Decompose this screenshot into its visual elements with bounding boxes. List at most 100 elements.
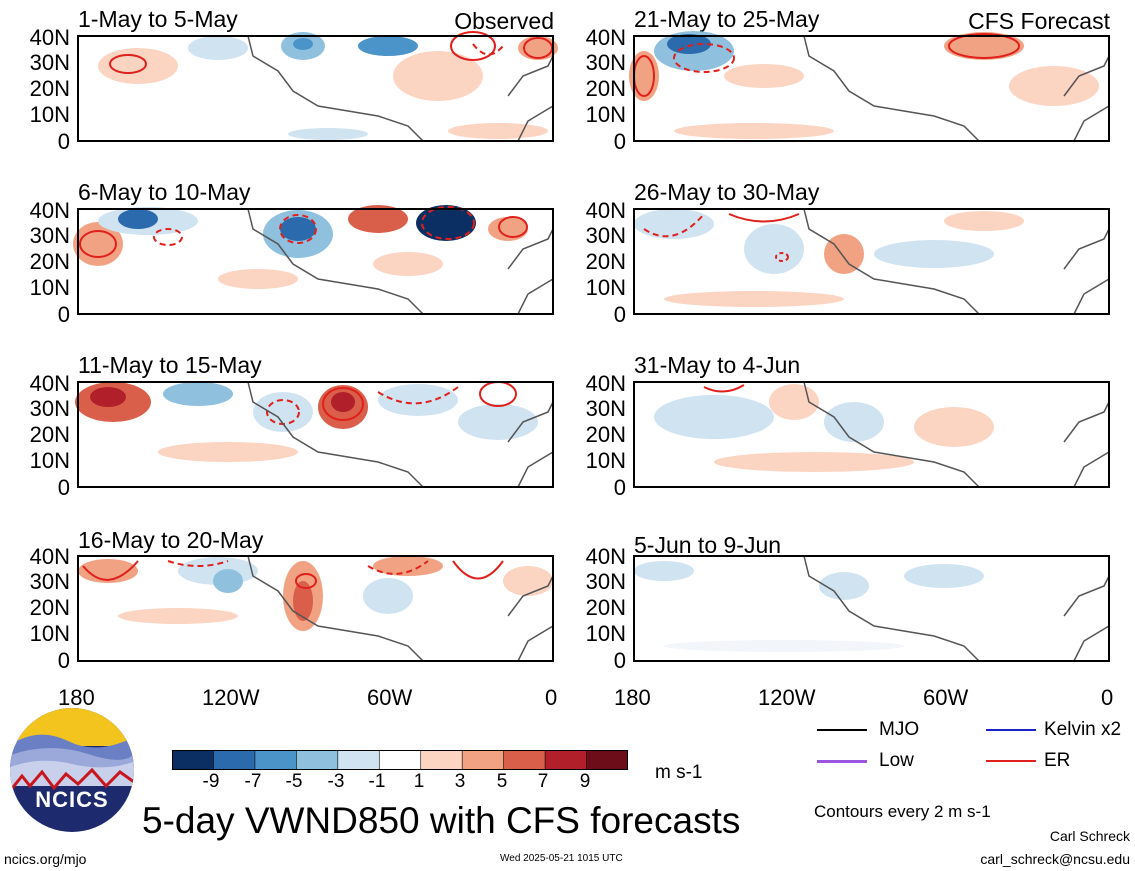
y-tick-label: 0 xyxy=(613,302,626,327)
colorbar-cell xyxy=(213,750,256,770)
y-tick-label: 20N xyxy=(29,595,70,620)
y-tick-label: 30N xyxy=(585,569,626,594)
y-tick-label: 40N xyxy=(29,198,70,223)
panel-title-1: 1-May to 5-May xyxy=(78,6,238,32)
panel-title-4: 16-May to 20-May xyxy=(78,527,264,553)
y-tick-label: 20N xyxy=(29,76,70,101)
colorbar-label: -3 xyxy=(327,771,345,792)
colorbar-cell xyxy=(254,750,298,770)
map-panel-6 xyxy=(633,208,1110,315)
observed-tag: Observed xyxy=(454,8,554,34)
y-tick-label: 0 xyxy=(57,475,70,500)
map-panel-3 xyxy=(75,381,554,488)
legend-label-kelvin: Kelvin x2 xyxy=(1044,719,1122,740)
logo-text: NCICS xyxy=(35,787,109,812)
footer-author: Carl Schreck xyxy=(1049,828,1130,844)
y-tick-label: 20N xyxy=(29,249,70,274)
legend-line-low xyxy=(817,760,867,763)
footer-url: ncics.org/mjo xyxy=(4,851,87,867)
y-tick-label: 0 xyxy=(613,648,626,673)
colorbar-cell xyxy=(544,750,588,770)
legend-line-er xyxy=(986,760,1036,762)
y-tick-label: 20N xyxy=(585,422,626,447)
map-panel-8 xyxy=(633,555,1110,662)
y-tick-label: 10N xyxy=(29,621,70,646)
map-panel-1 xyxy=(77,31,558,142)
panel-title-5: 21-May to 25-May xyxy=(634,6,820,32)
y-tick-label: 0 xyxy=(613,129,626,154)
y-tick-label: 10N xyxy=(585,102,626,127)
y-tick-label: 40N xyxy=(29,371,70,396)
map-panel-2 xyxy=(73,205,554,315)
legend-line-kelvin xyxy=(986,729,1036,731)
y-tick-label: 0 xyxy=(57,302,70,327)
colorbar-label: -5 xyxy=(285,771,303,792)
colorbar-unit: m s-1 xyxy=(655,762,703,783)
panel-title-2: 6-May to 10-May xyxy=(78,179,251,205)
y-tick-label: 0 xyxy=(613,475,626,500)
ncics-logo xyxy=(10,708,134,832)
y-tick-label: 40N xyxy=(585,25,626,50)
panel-title-7: 31-May to 4-Jun xyxy=(634,352,801,378)
colorbar-label: -7 xyxy=(244,771,262,792)
colorbar-label: -1 xyxy=(368,771,386,792)
colorbar-cell xyxy=(172,750,215,770)
y-tick-label: 40N xyxy=(29,25,70,50)
y-tick-label: 20N xyxy=(29,422,70,447)
panel-title-3: 11-May to 15-May xyxy=(78,352,262,378)
legend-label-low: Low xyxy=(879,750,914,771)
colorbar-cell xyxy=(296,750,339,770)
colorbar-label: -9 xyxy=(202,771,220,792)
y-tick-label: 0 xyxy=(57,129,70,154)
x-tick-label: 0 xyxy=(1101,685,1114,710)
panel-title-6: 26-May to 30-May xyxy=(634,179,820,205)
legend-label-mjo: MJO xyxy=(879,719,920,740)
x-tick-label: 120W xyxy=(202,685,260,710)
colorbar-label: 7 xyxy=(537,771,549,792)
y-tick-label: 10N xyxy=(585,448,626,473)
y-tick-label: 10N xyxy=(585,621,626,646)
y-tick-label: 10N xyxy=(29,102,70,127)
legend-line-mjo xyxy=(817,729,867,731)
panel-title-8: 5-Jun to 9-Jun xyxy=(634,532,782,558)
colorbar-cell xyxy=(586,750,628,770)
y-tick-label: 20N xyxy=(585,595,626,620)
colorbar xyxy=(172,750,628,770)
colorbar-cell xyxy=(378,750,422,770)
legend-label-er: ER xyxy=(1044,750,1071,771)
map-panel-4 xyxy=(77,555,554,662)
y-tick-label: 10N xyxy=(585,275,626,300)
y-tick-label: 20N xyxy=(585,249,626,274)
colorbar-cell xyxy=(503,750,546,770)
map-panel-5 xyxy=(629,31,1110,142)
colorbar-cell xyxy=(337,750,381,770)
y-tick-label: 30N xyxy=(585,50,626,75)
y-tick-label: 30N xyxy=(29,569,70,594)
y-tick-label: 40N xyxy=(585,198,626,223)
x-tick-label: 60W xyxy=(367,685,413,710)
y-tick-label: 20N xyxy=(585,76,626,101)
y-tick-label: 10N xyxy=(29,448,70,473)
colorbar-cell xyxy=(461,750,505,770)
footer-timestamp: Wed 2025-05-21 1015 UTC xyxy=(500,853,623,864)
colorbar-label: 3 xyxy=(454,771,466,792)
figure-title: 5-day VWND850 with CFS forecasts xyxy=(142,800,741,841)
x-tick-label: 0 xyxy=(545,685,558,710)
x-tick-label: 120W xyxy=(758,685,816,710)
y-tick-label: 30N xyxy=(585,223,626,248)
x-tick-label: 180 xyxy=(614,685,651,710)
y-tick-label: 40N xyxy=(585,371,626,396)
colorbar-label: 9 xyxy=(579,771,591,792)
x-tick-label: 180 xyxy=(58,685,95,710)
colorbar-label: 5 xyxy=(496,771,508,792)
footer-email: carl_schreck@ncsu.edu xyxy=(980,851,1130,867)
map-panel-7 xyxy=(633,381,1110,488)
colorbar-cell xyxy=(420,750,463,770)
y-tick-label: 40N xyxy=(585,544,626,569)
y-tick-label: 30N xyxy=(29,396,70,421)
y-tick-label: 40N xyxy=(29,544,70,569)
y-tick-label: 10N xyxy=(29,275,70,300)
y-tick-label: 30N xyxy=(585,396,626,421)
colorbar-label: 1 xyxy=(413,771,425,792)
y-tick-label: 0 xyxy=(57,648,70,673)
